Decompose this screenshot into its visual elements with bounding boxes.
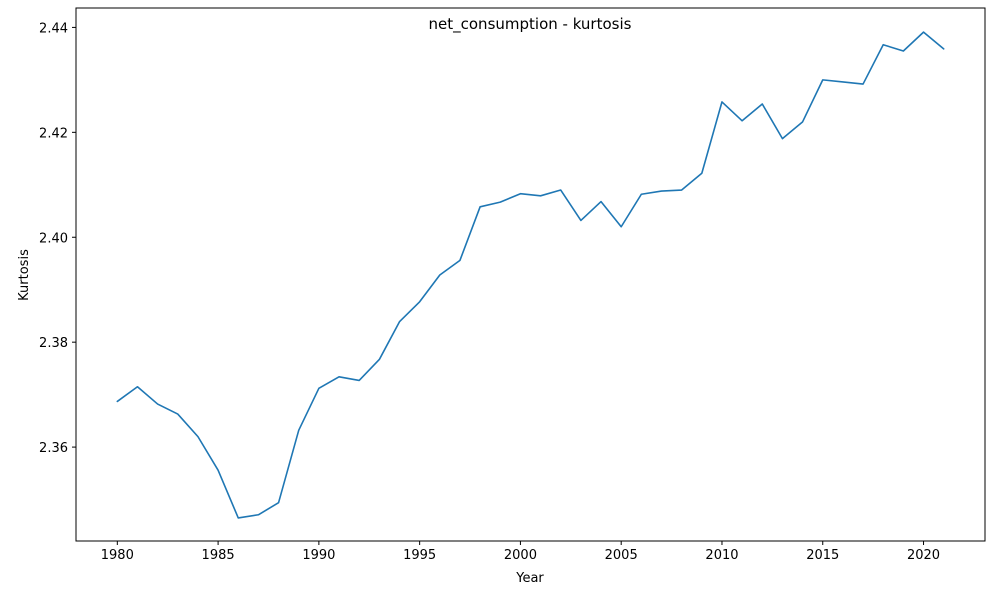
plot-area: 1980 1985 1990 1995 2000 2005 2010 2015 2020 2.3…: [39, 7, 986, 563]
series-line: [116, 31, 945, 519]
x-tick-label: 2000: [504, 548, 537, 563]
x-axis-ticks: 1980 1985 1990 1995 2000 2005 2010 2015 2020: [101, 541, 940, 563]
x-tick-label: 2020: [907, 548, 940, 563]
axes-frame: [75, 7, 986, 542]
x-tick-label: 2015: [806, 548, 839, 563]
chart-title: net_consumption - kurtosis: [429, 15, 632, 34]
y-tick-label: 2.36: [39, 441, 68, 456]
y-tick-label: 2.42: [39, 126, 68, 141]
x-tick-label: 2010: [705, 548, 738, 563]
x-tick-label: 1995: [403, 548, 436, 563]
y-axis-ticks: 2.36 2.38 2.40 2.42 2.44: [39, 21, 76, 456]
x-axis-label: Year: [515, 571, 544, 586]
x-tick-label: 2005: [605, 548, 638, 563]
y-tick-label: 2.38: [39, 336, 68, 351]
x-tick-label: 1990: [302, 548, 335, 563]
y-tick-label: 2.40: [39, 231, 68, 246]
x-tick-label: 1985: [202, 548, 235, 563]
y-axis-label: Kurtosis: [17, 249, 32, 301]
y-tick-label: 2.44: [39, 21, 68, 36]
x-tick-label: 1980: [101, 548, 134, 563]
